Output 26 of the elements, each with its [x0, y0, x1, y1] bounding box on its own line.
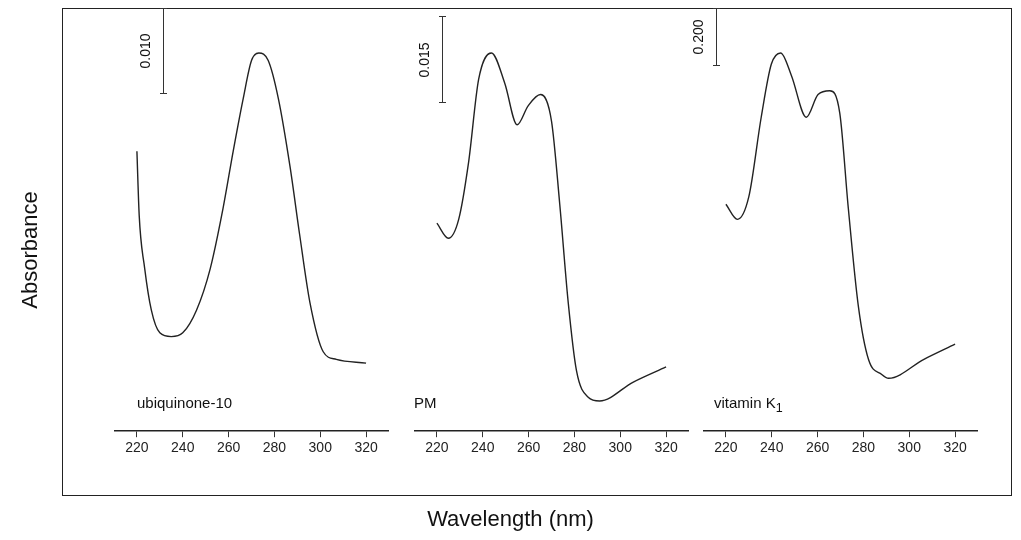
annotation: 0.200	[690, 19, 706, 55]
x-tick-label: 320	[354, 439, 378, 456]
x-tick-label: 220	[125, 439, 149, 456]
x-tick-label: 260	[805, 439, 830, 456]
y-axis-title: Absorbance	[17, 191, 43, 309]
x-tick-label: 220	[425, 439, 449, 456]
x-tick-label: 300	[608, 439, 633, 456]
x-tick-label: 300	[897, 439, 922, 456]
x-tick-label: 220	[714, 439, 738, 456]
x-tick-label: 280	[851, 439, 876, 456]
x-tick-label: 240	[760, 439, 784, 456]
annotation: 0.010	[137, 33, 153, 69]
text: PM	[414, 394, 437, 411]
x-tick-label: 260	[516, 439, 541, 456]
text: vitamin K$_{1}$	[714, 394, 783, 415]
x-tick-label: 280	[262, 439, 287, 456]
x-axis-title: Wavelength (nm)	[426, 506, 595, 532]
x-tick-label: 320	[654, 439, 678, 456]
text: ubiquinone-10	[137, 394, 233, 411]
x-tick-label: 240	[171, 439, 195, 456]
x-tick-label: 300	[308, 439, 333, 456]
x-tick-label: 280	[562, 439, 587, 456]
x-tick-label: 260	[216, 439, 241, 456]
x-tick-label: 320	[943, 439, 967, 456]
annotation: 0.015	[416, 41, 432, 78]
x-tick-label: 240	[471, 439, 495, 456]
